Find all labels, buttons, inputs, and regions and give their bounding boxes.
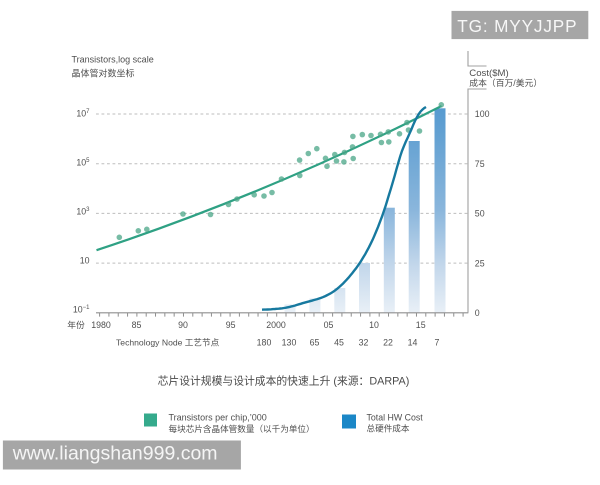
svg-text:Transistors per chip,’000: Transistors per chip,’000 bbox=[169, 413, 267, 423]
svg-text:50: 50 bbox=[475, 209, 485, 219]
svg-text:65: 65 bbox=[310, 338, 320, 348]
svg-text:95: 95 bbox=[226, 320, 236, 330]
svg-text:总硬件成本: 总硬件成本 bbox=[367, 423, 410, 434]
svg-text:1980: 1980 bbox=[91, 320, 111, 330]
svg-text:10−1: 10−1 bbox=[73, 304, 90, 314]
svg-text:103: 103 bbox=[76, 206, 90, 216]
svg-text:TG: MYYJJPP: TG: MYYJJPP bbox=[457, 16, 577, 36]
svg-text:年份: 年份 bbox=[67, 319, 85, 330]
svg-text:100: 100 bbox=[475, 109, 490, 119]
svg-text:10: 10 bbox=[80, 255, 90, 265]
svg-text:180: 180 bbox=[257, 338, 272, 348]
svg-text:芯片设计规模与设计成本的快速上升 (来源：DARPA): 芯片设计规模与设计成本的快速上升 (来源：DARPA) bbox=[158, 374, 410, 388]
svg-text:75: 75 bbox=[475, 159, 485, 169]
svg-text:105: 105 bbox=[76, 157, 90, 167]
svg-text:Total HW Cost: Total HW Cost bbox=[367, 413, 424, 423]
svg-text:10: 10 bbox=[369, 320, 379, 330]
svg-text:7: 7 bbox=[435, 338, 440, 348]
svg-text:32: 32 bbox=[359, 338, 369, 348]
svg-text:45: 45 bbox=[334, 338, 344, 348]
svg-text:www.liangshan999.com: www.liangshan999.com bbox=[12, 443, 218, 465]
svg-text:成本（百万/美元）: 成本（百万/美元） bbox=[469, 77, 542, 88]
svg-text:22: 22 bbox=[383, 338, 393, 348]
svg-text:05: 05 bbox=[324, 320, 334, 330]
svg-text:85: 85 bbox=[132, 320, 142, 330]
svg-text:Transistors,log scale: Transistors,log scale bbox=[72, 55, 154, 65]
svg-text:130: 130 bbox=[282, 338, 297, 348]
svg-text:每块芯片含晶体管数量（以千为单位）: 每块芯片含晶体管数量（以千为单位） bbox=[169, 423, 315, 434]
svg-text:2000: 2000 bbox=[266, 320, 286, 330]
svg-text:107: 107 bbox=[76, 108, 90, 118]
svg-text:Cost($M): Cost($M) bbox=[469, 68, 508, 79]
svg-text:14: 14 bbox=[408, 338, 418, 348]
svg-text:晶体管对数坐标: 晶体管对数坐标 bbox=[72, 68, 135, 79]
svg-text:25: 25 bbox=[475, 258, 485, 268]
svg-text:Technology Node 工艺节点: Technology Node 工艺节点 bbox=[116, 338, 220, 348]
svg-text:90: 90 bbox=[178, 320, 188, 330]
svg-text:15: 15 bbox=[416, 320, 426, 330]
svg-text:0: 0 bbox=[475, 308, 480, 318]
